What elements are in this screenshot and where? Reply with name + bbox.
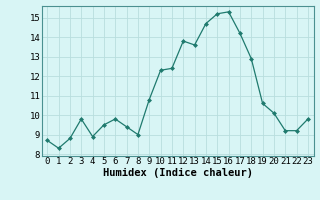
X-axis label: Humidex (Indice chaleur): Humidex (Indice chaleur)	[103, 168, 252, 178]
